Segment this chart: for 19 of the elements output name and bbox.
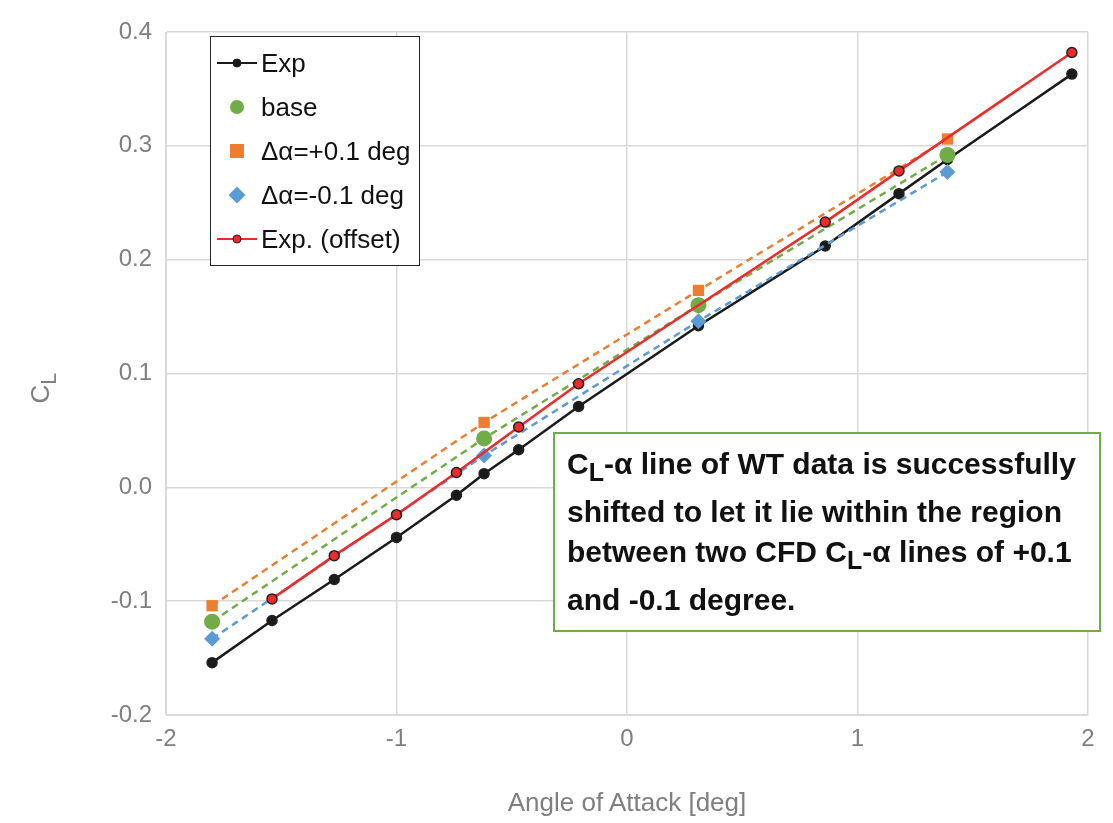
legend-label: Δα=-0.1 deg (261, 179, 404, 211)
y-tick-label: 0.1 (118, 358, 152, 386)
legend-label: base (261, 91, 318, 123)
y-tick-label: 0.2 (118, 244, 152, 272)
y-tick-label: 0.0 (118, 471, 152, 499)
x-axis-title: Angle of Attack [deg] (507, 786, 747, 817)
text: C$_{L}$-α line of WT data is successfully shifted to let it lie within the region between two CFD C$_{L}$-α lines of +0.1 and -0.1 degree. (567, 447, 1076, 616)
x-tick-label: 0 (620, 724, 634, 752)
y-tick-label: -0.2 (110, 699, 152, 727)
y-tick-label: 0.3 (118, 130, 152, 158)
x-tick-label: 2 (1081, 724, 1095, 752)
y-tick-label: -0.1 (110, 585, 152, 613)
legend-label: Exp. (offset) (261, 223, 401, 255)
x-tick-label: -1 (385, 724, 408, 752)
y-tick-label: 0.4 (118, 16, 152, 44)
legend-label: Exp (261, 47, 306, 79)
x-tick-label: 1 (850, 724, 865, 752)
legend-label: Δα=+0.1 deg (261, 135, 411, 167)
x-tick-label: -2 (155, 724, 177, 752)
